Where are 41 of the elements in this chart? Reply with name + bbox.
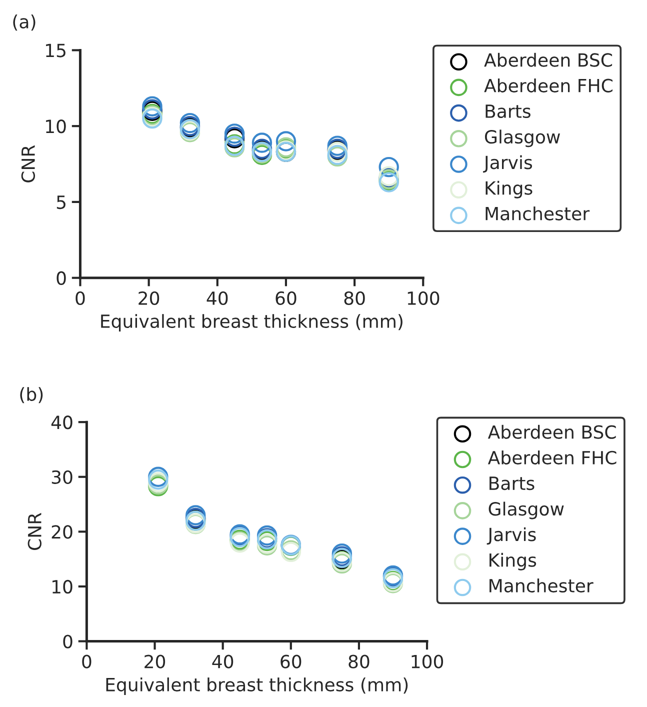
y-tick-label: 40 [51,416,72,430]
x-tick-label: 0 [82,654,92,668]
legend-label: Glasgow [488,502,564,520]
y-tick-label: 10 [46,120,66,134]
y-axis-title: CNR [21,145,36,182]
y-tick-label: 0 [56,271,66,285]
x-tick-label: 20 [144,654,166,668]
chart-title: (b) [20,387,43,404]
x-tick-label: 100 [408,291,440,306]
y-tick-label: 30 [52,470,72,484]
y-axis-title: CNR [28,512,42,550]
x-tick-label: 100 [412,654,444,668]
x-tick-label: 60 [276,291,296,306]
legend-label: Aberdeen FHC [488,450,616,464]
y-tick-label: 20 [52,525,72,539]
x-axis-title: Equivalent breast thickness (mm) [101,314,402,332]
legend-label: Barts [490,476,534,490]
legend-label: Glasgow [484,130,560,148]
y-tick-label: 10 [52,580,72,594]
legend-label: Manchester [490,578,594,592]
legend-label: Aberdeen FHC [484,78,612,92]
legend-label: Kings [490,552,536,570]
y-tick-label: 0 [63,634,72,648]
x-tick-label: 80 [348,654,370,668]
y-tick-label: 5 [56,196,66,210]
x-tick-label: 80 [344,291,365,306]
x-tick-label: 40 [212,654,234,668]
x-tick-label: 0 [76,291,85,306]
legend-label: Jarvis [483,155,532,173]
y-tick-label: 15 [46,44,66,58]
x-tick-label: 20 [138,291,160,306]
legend-label: Aberdeen BSC [488,424,616,439]
chart-title: (a) [13,14,36,31]
x-tick-label: 40 [206,291,228,306]
legend-label: Jarvis [486,527,536,545]
legend-label: Manchester [486,206,590,220]
legend-label: Barts [486,104,530,118]
legend-label: Kings [486,180,532,198]
x-axis-title: Equivalent breast thickness (mm) [106,677,408,695]
x-tick-label: 60 [280,654,302,668]
legend-label: Aberdeen BSC [484,52,612,67]
